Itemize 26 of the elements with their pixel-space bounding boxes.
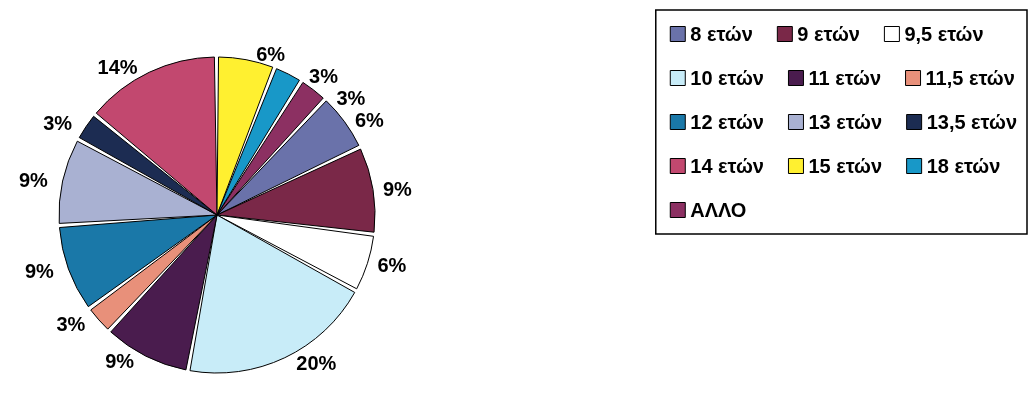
legend-label: 14 ετών	[690, 155, 764, 177]
legend-label: ΑΛΛΟ	[690, 199, 747, 221]
legend-label: 12 ετών	[690, 111, 764, 133]
legend-label: 11 ετών	[808, 67, 882, 89]
legend-label: 11,5 ετών	[925, 67, 1015, 89]
data-label: 3%	[56, 312, 86, 335]
legend-label: 8 ετών	[690, 23, 753, 45]
data-label: 6%	[256, 42, 286, 65]
data-label: 6%	[354, 108, 385, 131]
data-label: 3%	[336, 86, 366, 109]
data-label: 9%	[105, 350, 135, 373]
legend-label: 13 ετών	[808, 111, 883, 133]
data-label: 9%	[24, 260, 55, 283]
data-label: 20%	[296, 352, 337, 375]
legend-label: 18 ετών	[926, 155, 1001, 177]
legend-label: 13,5 ετών	[926, 111, 1018, 133]
data-label: 6%	[377, 254, 407, 277]
data-label: 3%	[43, 112, 73, 135]
legend-label: 15 ετών	[808, 155, 883, 177]
legend-label: 10 ετών	[690, 67, 764, 89]
data-label: 9%	[18, 168, 49, 191]
data-label: 9%	[382, 177, 413, 200]
legend-label: 9,5 ετών	[904, 23, 984, 45]
data-label: 3%	[309, 64, 339, 87]
data-label: 14%	[97, 55, 138, 78]
legend-label: 9 ετών	[797, 23, 860, 45]
